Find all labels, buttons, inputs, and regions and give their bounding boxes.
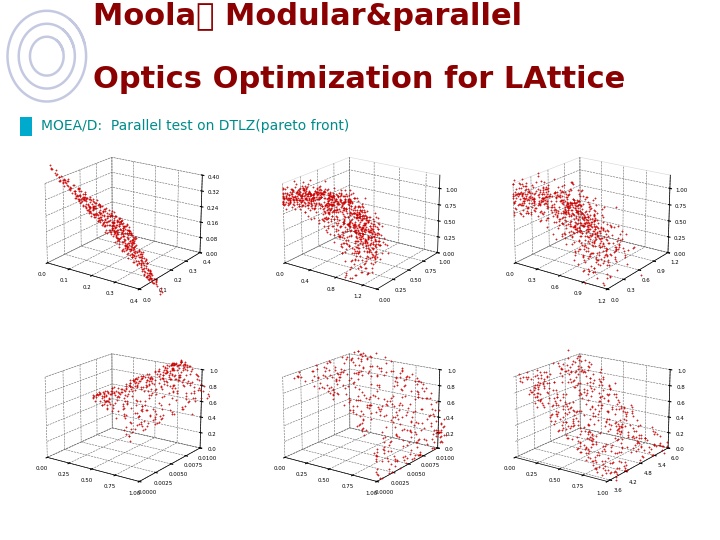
Text: Moola： Modular&parallel: Moola： Modular&parallel bbox=[93, 2, 522, 31]
Text: Optics Optimization for LAttice: Optics Optimization for LAttice bbox=[93, 65, 625, 94]
Bar bbox=[20, 117, 32, 136]
Text: MOEA/D:  Parallel test on DTLZ(pareto front): MOEA/D: Parallel test on DTLZ(pareto fro… bbox=[40, 119, 349, 132]
